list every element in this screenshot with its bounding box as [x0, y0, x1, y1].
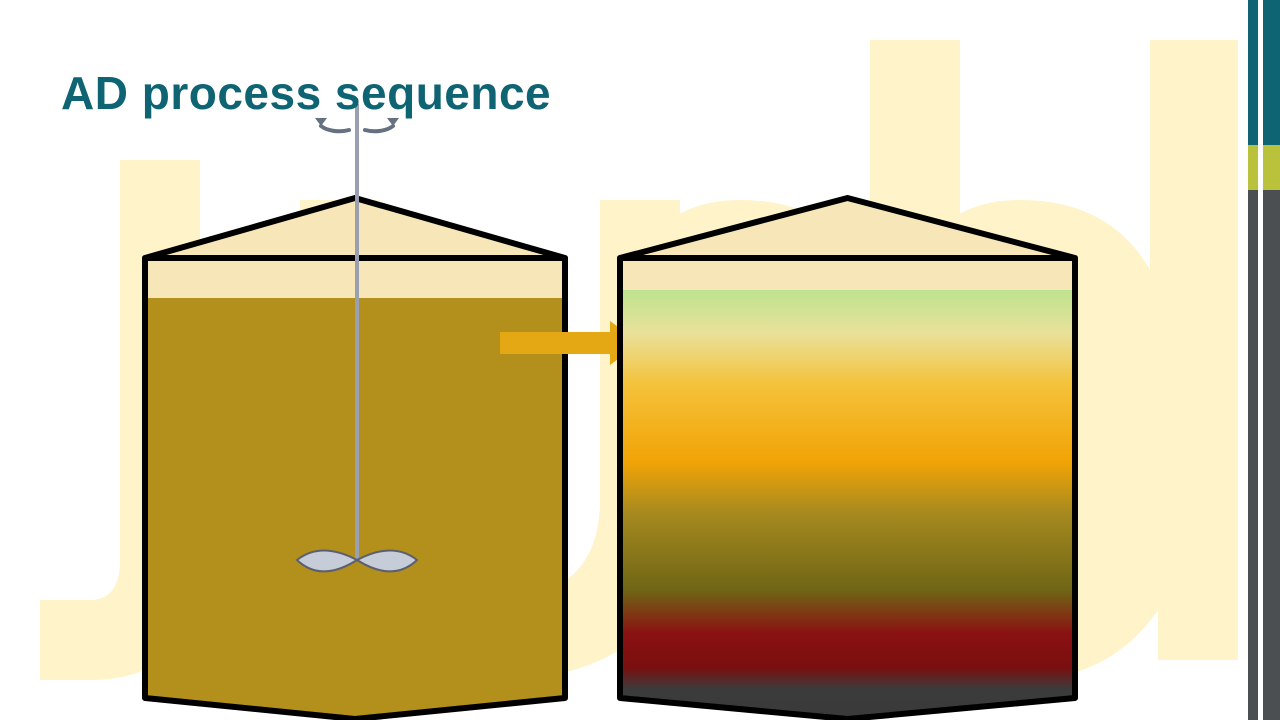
diagram-stage: AD process sequence	[0, 0, 1280, 720]
sidebar-segment	[1248, 0, 1280, 145]
sidebar-accent	[1248, 0, 1280, 720]
slide-title: AD process sequence	[61, 66, 551, 120]
sidebar-inner-stripe	[1258, 0, 1263, 720]
vessel-stratified	[620, 198, 1075, 719]
sidebar-segment	[1248, 145, 1280, 190]
vessel-mixed	[145, 104, 565, 719]
sidebar-segment	[1248, 190, 1280, 720]
